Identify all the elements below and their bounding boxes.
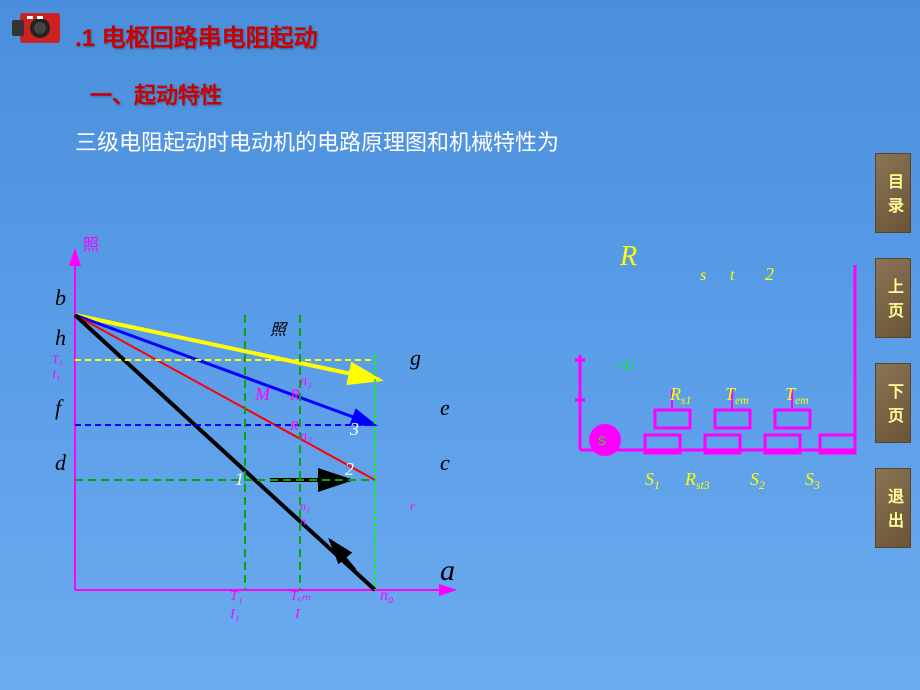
- svg-text:f: f: [55, 395, 64, 420]
- svg-text:s: s: [700, 267, 706, 284]
- svg-text:g: g: [410, 345, 421, 370]
- svg-text:2: 2: [345, 459, 354, 479]
- svg-text:照: 照: [83, 236, 99, 254]
- svg-text:2: 2: [765, 264, 774, 284]
- svg-text:I: I: [294, 607, 301, 622]
- svg-text:r: r: [410, 499, 415, 513]
- svg-text:+U: +U: [615, 359, 635, 374]
- svg-text:I₁: I₁: [229, 607, 240, 622]
- svg-text:n₀: n₀: [380, 587, 394, 604]
- svg-text:Tem: Tem: [785, 384, 809, 407]
- svg-text:b: b: [55, 285, 66, 310]
- svg-text:d: d: [55, 450, 67, 475]
- svg-text:T₁: T₁: [52, 352, 63, 366]
- svg-text:R: R: [289, 387, 300, 404]
- svg-text:n₂: n₂: [300, 429, 312, 444]
- svg-text:Rs1: Rs1: [669, 384, 691, 407]
- chart-area: 照bhfdgeca123照MRRn₃n₂n₁nT₁I₁TₑₘIn₀rT₁I₁: [40, 230, 490, 650]
- svg-text:I₁: I₁: [51, 367, 60, 381]
- svg-text:S3: S3: [805, 469, 820, 492]
- svg-text:e: e: [440, 395, 450, 420]
- svg-text:c: c: [440, 450, 450, 475]
- svg-text:n₁: n₁: [300, 499, 310, 513]
- svg-text:Rst3: Rst3: [684, 469, 710, 492]
- svg-text:t: t: [730, 267, 735, 284]
- svg-text:3: 3: [349, 419, 359, 439]
- svg-text:照: 照: [270, 322, 288, 339]
- svg-text:T₁: T₁: [230, 589, 243, 604]
- svg-text:Tₑₘ: Tₑₘ: [290, 589, 310, 604]
- svg-text:a: a: [440, 554, 455, 587]
- circuit-area: Rs t 2 S +U Rs1 Tem Tem S1 Rst3 S2 S3: [570, 240, 890, 520]
- svg-text:n: n: [300, 514, 306, 528]
- svg-text:h: h: [55, 325, 66, 350]
- main-title: .1 电枢回路串电阻起动: [75, 18, 318, 53]
- subtitle: 一、起动特性: [90, 78, 222, 110]
- svg-text:R: R: [289, 419, 299, 434]
- camera-icon: [12, 8, 67, 48]
- svg-text:Tem: Tem: [725, 384, 749, 407]
- sidebar-item-toc[interactable]: 目录: [875, 153, 911, 233]
- svg-text:S1: S1: [645, 469, 660, 492]
- svg-text:S: S: [598, 434, 606, 448]
- svg-text:R: R: [619, 241, 637, 272]
- svg-text:n₃: n₃: [300, 374, 312, 389]
- svg-text:S2: S2: [750, 469, 765, 492]
- svg-text:1: 1: [235, 469, 244, 489]
- description: 三级电阻起动时电动机的电路原理图和机械特性为: [75, 125, 559, 157]
- svg-text:M: M: [254, 384, 271, 404]
